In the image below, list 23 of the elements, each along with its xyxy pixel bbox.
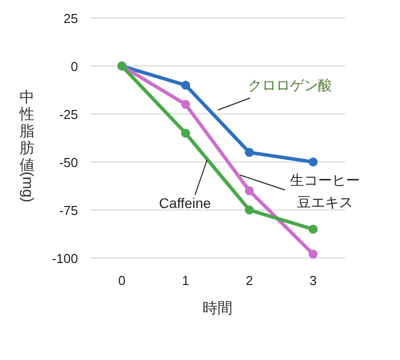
ylabel: 中性脂肪値(mg) [19,89,36,202]
point [244,148,254,157]
y-tick-label: -50 [59,155,78,170]
y-tick-label: -25 [59,107,78,122]
point [244,206,254,214]
point [181,128,190,138]
y-tick-label: -75 [59,203,78,218]
y-tick-label: 25 [64,11,78,26]
y-tick-label: 0 [70,59,78,74]
point [181,80,190,90]
series-label: 生コーヒー豆エキス [290,172,360,210]
point [308,224,318,234]
point [308,158,318,166]
point [181,100,190,109]
x-axis-title: 時間 [202,300,232,317]
x-tick-label: 2 [246,273,253,288]
point [244,186,254,196]
series-label: Caffeine [159,195,212,211]
y-tick-label: -100 [52,251,78,266]
x-tick-label: 3 [310,273,317,288]
point [308,250,318,259]
x-tick-label: 1 [182,273,190,288]
x-tick-label: 0 [118,273,126,288]
